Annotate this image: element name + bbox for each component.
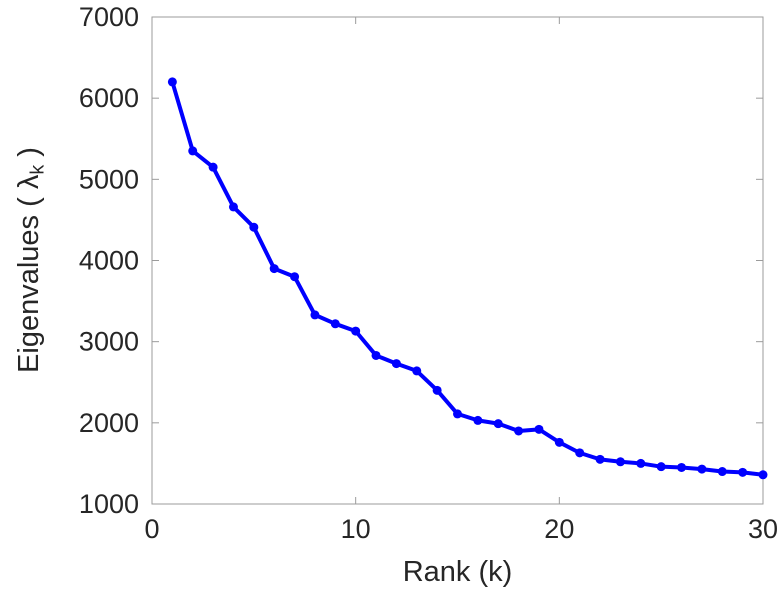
y-tick-label: 2000 [79,408,139,438]
y-tick-label: 6000 [79,83,139,113]
axes-box [151,16,764,505]
data-point [595,454,605,464]
data-point [615,457,625,467]
data-point [656,462,666,472]
data-point [697,464,707,474]
x-axis-label: Rank (k) [402,556,513,588]
y-axis-label-suffix: ) [13,147,45,165]
data-point [575,448,585,458]
data-point [514,426,524,436]
x-tick-label: 20 [544,514,574,544]
data-point [228,202,238,212]
data-point [188,146,198,156]
data-point [167,77,177,87]
data-point [412,366,422,376]
data-point [473,415,483,425]
data-point [738,467,748,477]
y-tick-label: 4000 [79,246,139,276]
data-point [432,385,442,395]
x-tick-label: 10 [341,514,371,544]
data-point [351,326,361,336]
data-point [310,310,320,320]
y-tick-label: 1000 [79,489,139,519]
x-tick-label: 30 [748,514,778,544]
data-point [208,162,218,172]
x-tick-label: 0 [144,514,159,544]
data-point [249,222,259,232]
y-axis-label-subscript: k [26,164,49,175]
data-point [677,462,687,472]
y-axis-label-text: Eigenvalues ( λ [13,174,45,373]
data-point [534,424,544,434]
data-point [493,419,503,429]
data-point [717,467,727,477]
data-point [758,470,768,480]
data-point [290,272,300,282]
data-point [391,359,401,369]
y-tick-label: 7000 [79,2,139,32]
data-point [269,264,279,274]
data-point [453,409,462,419]
data-point [636,458,646,468]
data-point [554,437,564,447]
y-axis-label: Eigenvalues ( λk ) [9,10,49,510]
y-tick-label: 5000 [79,164,139,194]
data-line [170,79,765,477]
y-tick-label: 3000 [79,327,139,357]
data-point [371,350,381,360]
data-point [330,319,340,329]
